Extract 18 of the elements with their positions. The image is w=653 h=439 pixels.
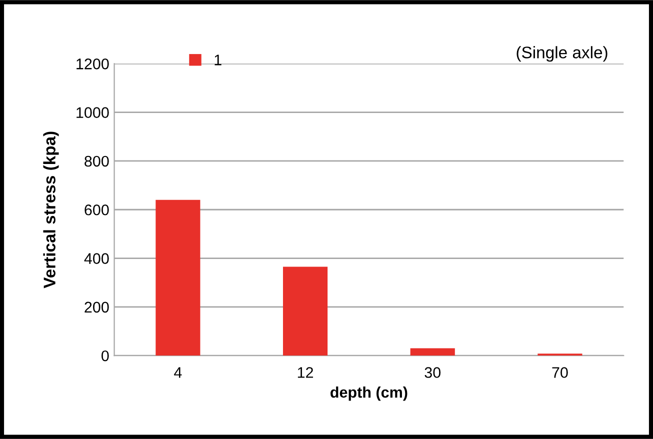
y-tick-label: 400 — [84, 253, 109, 264]
legend-label: 1 — [214, 54, 222, 66]
y-tick-label: 200 — [84, 302, 109, 313]
y-tick-label: 1200 — [76, 58, 109, 70]
y-tick-label: 600 — [84, 204, 109, 216]
x-tick-label: 4 — [174, 367, 182, 378]
x-tick-label: 12 — [298, 367, 314, 378]
bar — [282, 266, 328, 356]
y-tick-label: 0 — [102, 350, 109, 362]
y-axis-title: Vertical stress (kpa) — [43, 132, 59, 288]
text: (Single axle) — [516, 46, 608, 62]
x-axis-title: depth (cm) — [330, 386, 408, 401]
y-tick-label: 800 — [84, 156, 109, 167]
y-tick-label: 1000 — [76, 107, 109, 118]
bar — [410, 348, 455, 356]
bar — [156, 200, 200, 356]
x-tick-label: 30 — [424, 367, 441, 378]
x-tick-label: 70 — [552, 367, 568, 378]
